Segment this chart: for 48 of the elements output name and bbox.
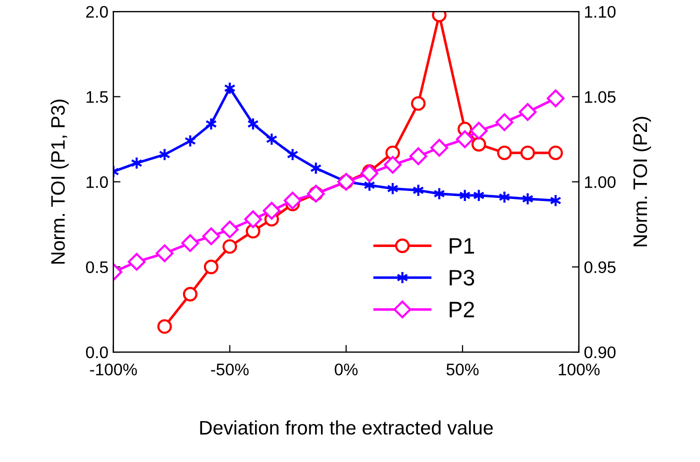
point	[520, 146, 535, 160]
x-tick-label: 100%	[558, 364, 600, 376]
point	[497, 146, 512, 160]
y-tick-label: 2.0	[86, 6, 108, 18]
point	[360, 164, 378, 182]
legend-label: P2	[450, 302, 474, 318]
y2-tick-label: 0.95	[584, 261, 616, 274]
point	[496, 113, 514, 132]
point	[220, 220, 239, 238]
x-tick-label: -100%	[90, 364, 137, 376]
point	[456, 130, 474, 148]
y2-tick-label: 1.00	[585, 176, 616, 188]
y2-tick-label: 1.05	[585, 91, 616, 103]
y-tick-label: 0.5	[86, 261, 108, 274]
x-tick-label: 0%	[334, 364, 358, 376]
point	[128, 252, 146, 271]
point	[156, 244, 174, 262]
x-tick-label: -50%	[211, 364, 249, 376]
point	[470, 122, 488, 140]
y2-tick-label: 1.10	[585, 6, 616, 18]
point	[157, 319, 172, 334]
point	[472, 137, 486, 152]
legend-label: P3	[450, 270, 474, 286]
x-tick-label: 50%	[446, 364, 479, 376]
point	[182, 286, 198, 302]
point	[222, 239, 238, 254]
y-axis-title: Norm. TOI (P1, P3)	[50, 100, 69, 264]
point	[385, 146, 400, 160]
point	[411, 96, 426, 111]
point	[518, 103, 537, 121]
point	[284, 192, 302, 210]
point	[244, 210, 262, 228]
point	[430, 138, 448, 157]
point	[202, 227, 220, 246]
point	[181, 234, 200, 252]
y2-axis-title: Norm. TOI (P2)	[632, 116, 651, 246]
point	[204, 260, 218, 274]
y2-tick-label: 0.90	[584, 346, 616, 358]
point	[384, 156, 402, 174]
x-axis-title: Deviation from the extracted value	[200, 420, 493, 435]
y-tick-label: 0.0	[86, 346, 108, 358]
point	[409, 147, 428, 166]
point	[262, 202, 281, 220]
legend-label: P1	[450, 238, 474, 254]
y-tick-label: 1.0	[86, 176, 108, 188]
point	[548, 146, 563, 160]
point	[546, 89, 565, 108]
y-tick-label: 1.5	[86, 91, 108, 103]
